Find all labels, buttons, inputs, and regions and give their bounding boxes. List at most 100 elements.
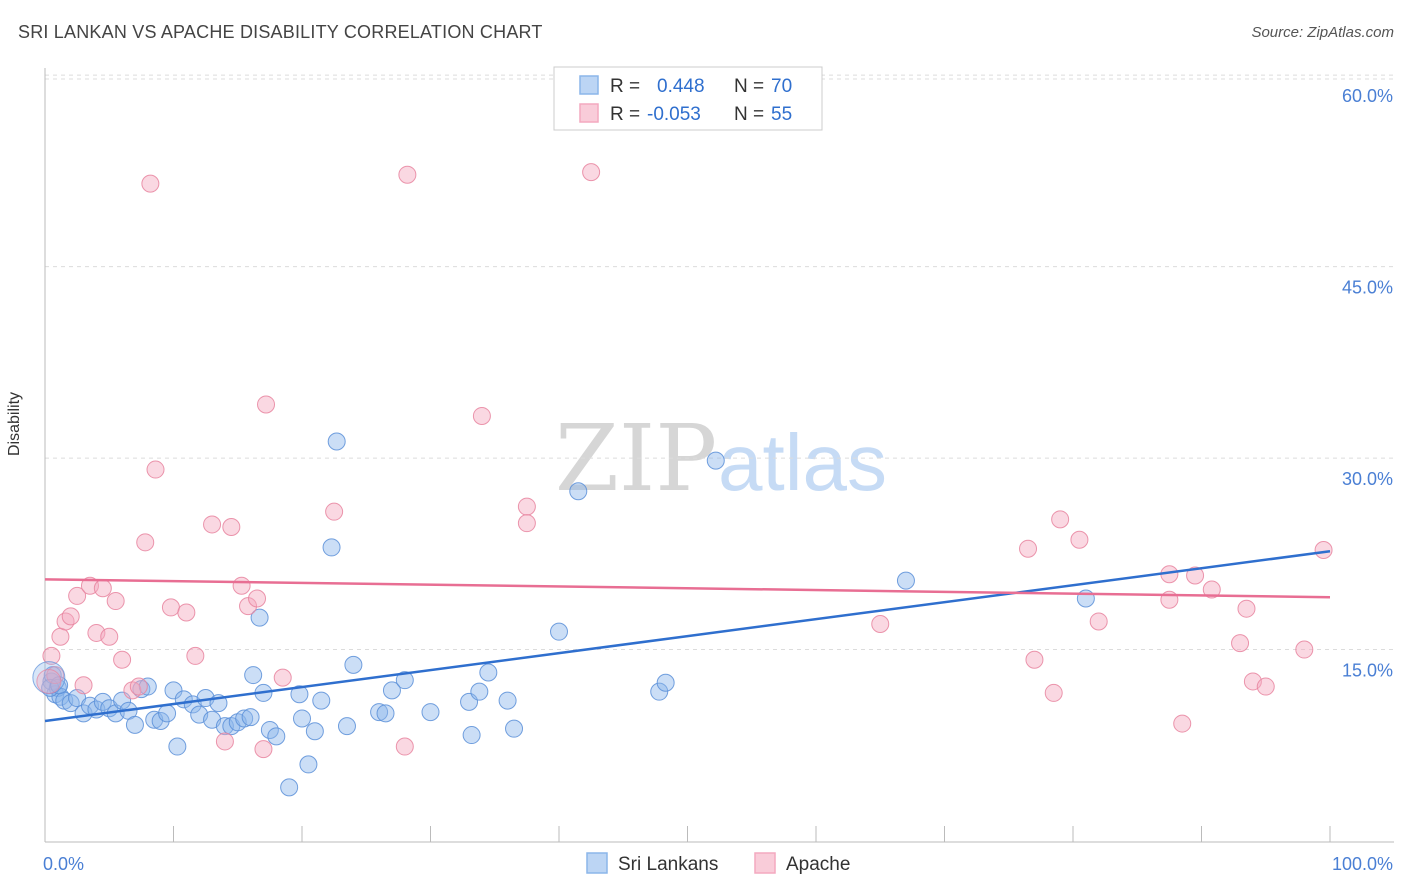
- point-sri-lankans: [550, 622, 568, 641]
- point-sri-lankans: [656, 673, 675, 692]
- point-apache: [1314, 540, 1333, 559]
- point-apache: [1295, 640, 1314, 659]
- legend-swatch-apache: [754, 852, 776, 874]
- point-apache: [248, 589, 267, 608]
- point-apache: [129, 677, 148, 696]
- point-sri-lankans: [376, 704, 395, 723]
- stats-swatch-apache: [579, 103, 599, 123]
- point-apache: [136, 533, 155, 552]
- point-sri-lankans: [322, 538, 341, 557]
- legend-label-apache: Apache: [786, 854, 850, 875]
- point-apache: [254, 740, 273, 759]
- point-apache: [186, 646, 205, 665]
- y-tick-label: 45.0%: [1342, 278, 1393, 298]
- trend-line-apache: [44, 578, 1331, 599]
- point-apache: [1025, 650, 1044, 669]
- point-apache: [273, 668, 292, 687]
- legend-swatch-sri-lankans: [586, 852, 608, 874]
- stats-r-label: R =: [610, 104, 640, 125]
- point-sri-lankans: [370, 703, 389, 722]
- point-sri-lankans: [327, 432, 346, 451]
- point-apache: [161, 598, 180, 617]
- axes: [44, 68, 1394, 843]
- y-tick-label: 30.0%: [1342, 469, 1393, 489]
- x-tick-label: 100.0%: [1332, 854, 1393, 874]
- stats-n-label: N =: [734, 104, 764, 125]
- point-sri-lankans: [305, 722, 324, 741]
- point-apache: [203, 515, 222, 534]
- point-sri-lankans: [250, 608, 269, 627]
- point-sri-lankans: [470, 682, 489, 701]
- point-sri-lankans: [462, 726, 481, 745]
- point-apache: [1089, 612, 1108, 631]
- point-sri-lankans: [344, 655, 363, 674]
- x-tick-label: 0.0%: [43, 854, 84, 874]
- point-apache: [93, 579, 112, 598]
- point-sri-lankans: [299, 755, 318, 774]
- point-apache: [177, 603, 196, 622]
- point-apache: [582, 163, 601, 182]
- point-sri-lankans: [267, 727, 286, 746]
- point-apache: [61, 607, 80, 626]
- point-apache: [141, 174, 160, 193]
- point-sri-lankans: [125, 715, 144, 734]
- point-sri-lankans: [164, 681, 183, 700]
- point-sri-lankans: [293, 709, 311, 728]
- point-apache: [517, 497, 536, 516]
- point-sri-lankans: [498, 691, 517, 710]
- point-apache: [68, 586, 87, 605]
- point-apache: [42, 646, 61, 665]
- stats-swatch-sri-lankans: [579, 75, 599, 95]
- point-apache: [56, 612, 75, 631]
- stats-legend: R = 0.448 N = 70 R = -0.053 N = 55: [553, 66, 823, 131]
- point-apache: [395, 737, 414, 756]
- point-sri-lankans: [244, 666, 263, 685]
- point-sri-lankans: [479, 663, 498, 682]
- watermark-atlas: atlas: [718, 418, 887, 507]
- point-sri-lankans: [241, 708, 260, 727]
- point-apache-cluster: [36, 668, 62, 694]
- point-sri-lankans: [569, 482, 588, 501]
- tick-labels: 15.0% 30.0% 45.0% 60.0% 0.0% 100.0%: [43, 86, 1393, 874]
- stats-n-value: 70: [771, 76, 792, 97]
- point-sri-lankans: [421, 703, 440, 722]
- point-apache: [325, 502, 344, 521]
- point-apache: [215, 732, 234, 751]
- point-apache: [517, 514, 536, 533]
- point-sri-lankans: [93, 692, 112, 711]
- point-sri-lankans: [706, 451, 725, 470]
- y-tick-label: 60.0%: [1342, 86, 1393, 106]
- chart-title: SRI LANKAN VS APACHE DISABILITY CORRELAT…: [18, 22, 543, 42]
- point-sri-lankans: [168, 737, 187, 756]
- point-apache: [1231, 634, 1250, 653]
- point-sri-lankans: [382, 681, 401, 700]
- point-sri-lankans: [158, 704, 177, 723]
- point-sri-lankans: [235, 709, 254, 728]
- stats-r-label: R =: [610, 76, 640, 97]
- point-apache: [472, 406, 491, 425]
- y-tick-label: 15.0%: [1342, 661, 1393, 681]
- legend: Sri Lankans Apache: [586, 852, 850, 875]
- point-apache: [146, 460, 165, 479]
- point-sri-lankans: [50, 676, 69, 695]
- stats-n-label: N =: [734, 76, 764, 97]
- point-apache: [46, 666, 65, 685]
- point-sri-lankans: [337, 717, 356, 736]
- trend-line-sri-lankans: [44, 550, 1331, 723]
- stats-r-value: 0.448: [657, 76, 705, 97]
- point-sri-lankans: [505, 719, 524, 738]
- point-sri-lankans: [151, 712, 170, 731]
- point-sri-lankans: [395, 671, 414, 690]
- point-sri-lankans: [290, 685, 309, 704]
- point-apache: [1186, 566, 1205, 585]
- point-apache: [232, 576, 251, 595]
- point-apache: [222, 518, 241, 536]
- point-sri-lankans: [280, 778, 299, 797]
- point-apache: [51, 627, 70, 646]
- point-apache: [106, 592, 125, 611]
- point-apache: [100, 627, 119, 646]
- point-apache: [1044, 683, 1063, 702]
- point-apache: [1070, 530, 1089, 549]
- point-apache: [398, 165, 417, 184]
- point-sri-lankans: [260, 720, 279, 739]
